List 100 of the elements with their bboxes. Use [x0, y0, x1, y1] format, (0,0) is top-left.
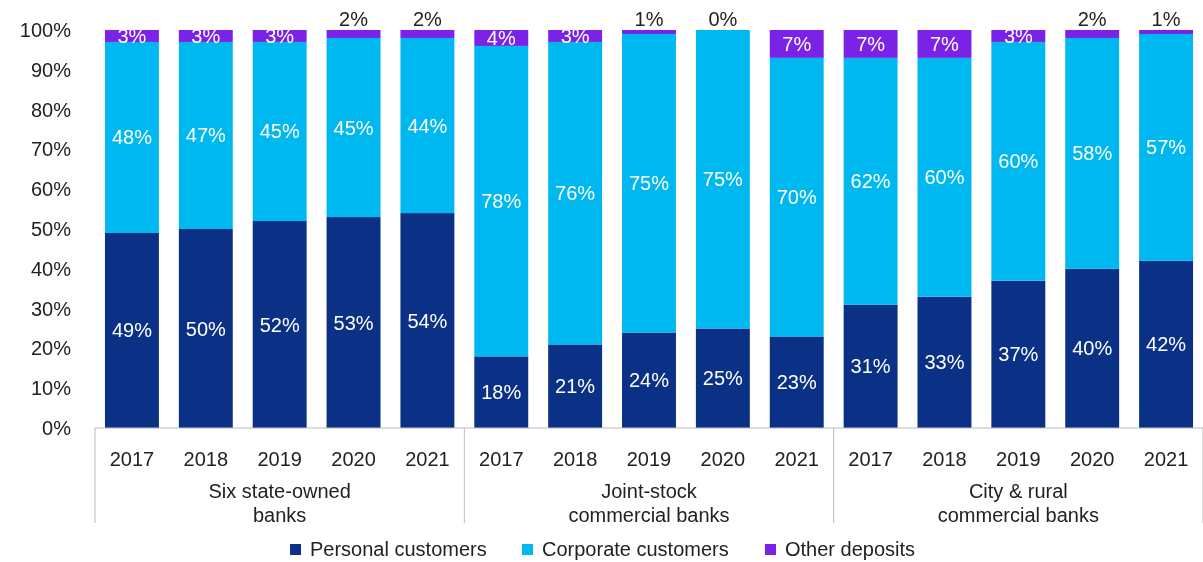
y-tick-label: 10% [30, 377, 72, 400]
data-label: 75% [702, 168, 744, 191]
bar [326, 217, 381, 428]
data-label: 49% [111, 319, 153, 342]
data-label: 52% [259, 313, 300, 336]
bar [695, 328, 750, 428]
bar [991, 41, 1046, 281]
data-label: 62% [850, 170, 891, 193]
x-tick-label: 2017 [109, 448, 155, 470]
bar [1139, 260, 1194, 428]
bar [917, 57, 972, 297]
data-label: 45% [333, 116, 374, 139]
bar [622, 33, 676, 333]
data-label: 2% [339, 8, 369, 30]
data-label: 33% [924, 351, 965, 374]
y-tick-label: 100% [19, 19, 72, 41]
data-label: 42% [1146, 333, 1187, 356]
bar [548, 41, 603, 345]
y-tick-label: 50% [30, 218, 72, 240]
data-label: 1% [634, 8, 664, 30]
x-tick-label: 2021 [774, 448, 819, 470]
bar [769, 57, 824, 337]
data-label: 7% [930, 32, 960, 55]
bar [1065, 30, 1120, 38]
x-tick-label: 2019 [996, 448, 1041, 470]
y-tick-label: 70% [30, 138, 72, 161]
y-tick-label: 0% [42, 417, 72, 439]
bar [252, 41, 307, 222]
y-tick-label: 20% [30, 337, 72, 360]
x-tick-label: 2019 [626, 448, 672, 470]
data-label: 4% [486, 26, 516, 49]
y-tick-label: 40% [30, 257, 72, 280]
data-label: 44% [407, 114, 448, 137]
text: Six state-owned banks [208, 480, 351, 526]
data-label: 7% [782, 32, 812, 55]
x-tick-label: 2018 [183, 448, 229, 470]
bar [1139, 30, 1194, 34]
data-label: 0% [708, 8, 738, 30]
bar [104, 41, 159, 233]
bar [917, 296, 972, 428]
data-label: 78% [481, 190, 522, 213]
data-label: 7% [856, 32, 886, 55]
data-label: 21% [555, 375, 596, 398]
data-label: 18% [481, 381, 522, 404]
bar [104, 232, 159, 428]
data-label: 2% [1077, 8, 1107, 30]
data-label: 60% [998, 150, 1039, 173]
data-label: 70% [776, 186, 817, 209]
data-label: 2% [412, 8, 443, 30]
x-tick-label: 2021 [405, 448, 450, 470]
bar [326, 30, 381, 38]
data-label: 1% [1151, 8, 1181, 30]
bar [843, 304, 898, 428]
bar [400, 213, 455, 428]
legend-label: Personal customers [310, 538, 487, 560]
data-label: 45% [259, 120, 300, 143]
data-label: 23% [776, 371, 817, 394]
y-tick-label: 90% [30, 58, 72, 81]
x-tick-label: 2017 [479, 448, 524, 470]
bar [326, 37, 381, 218]
data-label: 53% [333, 311, 374, 334]
x-tick-label: 2018 [552, 448, 598, 470]
data-label: 75% [628, 172, 670, 195]
bar [1065, 268, 1120, 428]
data-label: 60% [924, 166, 965, 189]
bar [769, 336, 824, 428]
bar [474, 45, 529, 357]
x-tick-label: 2017 [848, 448, 893, 470]
bar [695, 30, 750, 329]
x-tick-label: 2020 [331, 448, 376, 470]
data-label: 25% [702, 367, 744, 390]
data-label: 37% [998, 343, 1039, 366]
data-label: 57% [1146, 136, 1187, 159]
x-tick-label: 2021 [1143, 448, 1189, 470]
bar [178, 229, 233, 428]
legend-label: Other deposits [785, 538, 916, 560]
data-label: 58% [1072, 142, 1113, 165]
data-label: 31% [850, 355, 891, 378]
bar [548, 344, 603, 428]
y-tick-label: 80% [30, 98, 72, 121]
bar [400, 30, 455, 38]
y-tick-label: 30% [30, 297, 72, 320]
data-label: 40% [1072, 337, 1113, 360]
data-label: 54% [407, 309, 448, 332]
bar [252, 221, 307, 428]
x-tick-label: 2019 [257, 448, 302, 470]
bar [178, 41, 233, 229]
bar [1139, 33, 1194, 261]
data-label: 47% [185, 124, 227, 147]
y-tick-label: 60% [30, 178, 72, 201]
text: Joint-stock commercial banks [568, 480, 730, 526]
x-tick-label: 2020 [700, 448, 746, 470]
bar [1065, 37, 1120, 269]
legend-label: Corporate customers [542, 538, 729, 560]
data-label: 24% [628, 369, 670, 392]
bar [622, 30, 676, 34]
bar [843, 57, 898, 305]
x-tick-label: 2018 [922, 448, 967, 470]
x-tick-label: 2020 [1069, 448, 1115, 470]
bar [622, 332, 676, 428]
